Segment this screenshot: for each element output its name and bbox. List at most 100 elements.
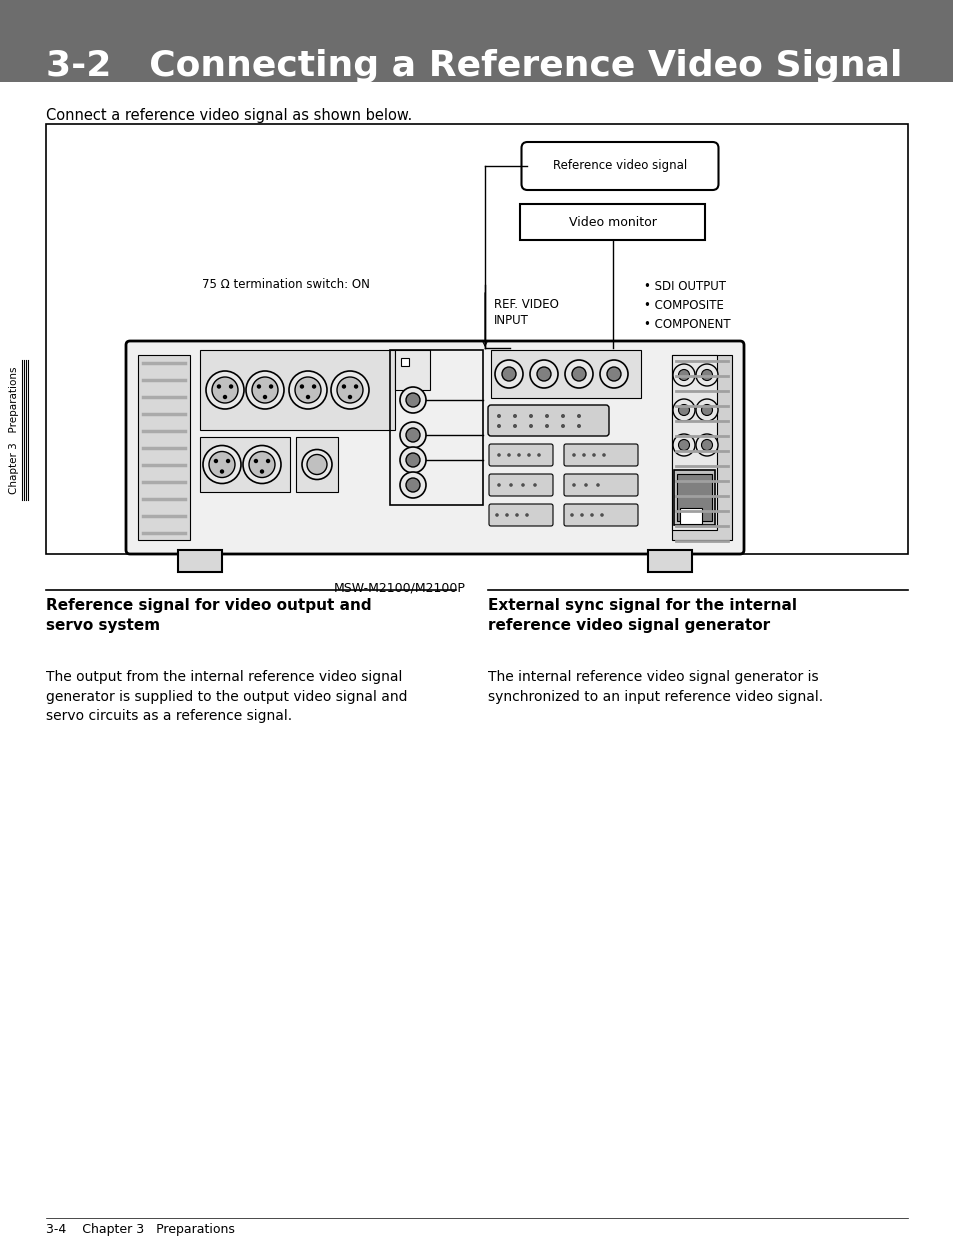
- Circle shape: [399, 422, 426, 448]
- Circle shape: [590, 514, 593, 516]
- FancyBboxPatch shape: [395, 350, 430, 391]
- Circle shape: [406, 478, 419, 491]
- Circle shape: [560, 414, 564, 418]
- Circle shape: [269, 384, 273, 388]
- Circle shape: [581, 453, 585, 457]
- Circle shape: [596, 483, 599, 486]
- Circle shape: [495, 514, 498, 516]
- Circle shape: [505, 514, 508, 516]
- FancyBboxPatch shape: [677, 474, 711, 521]
- Circle shape: [216, 384, 221, 388]
- Circle shape: [530, 360, 558, 388]
- Circle shape: [564, 360, 593, 388]
- Circle shape: [577, 414, 580, 418]
- FancyBboxPatch shape: [46, 124, 907, 554]
- Text: 75 Ω termination switch: ON: 75 Ω termination switch: ON: [202, 279, 370, 291]
- FancyBboxPatch shape: [295, 437, 337, 491]
- Circle shape: [572, 483, 576, 486]
- Circle shape: [354, 384, 358, 388]
- Circle shape: [529, 414, 533, 418]
- FancyBboxPatch shape: [671, 355, 717, 530]
- FancyBboxPatch shape: [178, 550, 222, 572]
- Circle shape: [266, 459, 270, 463]
- FancyBboxPatch shape: [489, 444, 553, 466]
- Text: 3-4    Chapter 3   Preparations: 3-4 Chapter 3 Preparations: [46, 1224, 234, 1237]
- Circle shape: [262, 394, 267, 399]
- Text: • SDI OUTPUT
• COMPOSITE
• COMPONENT: • SDI OUTPUT • COMPOSITE • COMPONENT: [643, 280, 730, 331]
- Circle shape: [579, 514, 583, 516]
- Circle shape: [672, 364, 695, 386]
- Circle shape: [336, 377, 363, 403]
- Circle shape: [501, 367, 516, 381]
- Circle shape: [223, 394, 227, 399]
- Circle shape: [259, 469, 264, 474]
- Circle shape: [307, 454, 327, 474]
- FancyBboxPatch shape: [200, 350, 395, 430]
- Circle shape: [678, 369, 689, 381]
- Circle shape: [497, 483, 500, 486]
- Circle shape: [572, 453, 576, 457]
- Circle shape: [544, 414, 548, 418]
- Text: REF. VIDEO
INPUT: REF. VIDEO INPUT: [494, 299, 558, 327]
- Circle shape: [537, 453, 540, 457]
- FancyBboxPatch shape: [520, 204, 705, 240]
- Circle shape: [203, 445, 241, 484]
- Circle shape: [700, 439, 712, 450]
- Circle shape: [592, 453, 596, 457]
- Circle shape: [299, 384, 304, 388]
- Circle shape: [672, 434, 695, 457]
- Circle shape: [678, 439, 689, 450]
- Circle shape: [527, 453, 530, 457]
- FancyBboxPatch shape: [126, 341, 743, 554]
- Circle shape: [229, 384, 233, 388]
- Text: Chapter 3   Preparations: Chapter 3 Preparations: [9, 366, 19, 494]
- FancyBboxPatch shape: [489, 504, 553, 526]
- Circle shape: [696, 434, 718, 457]
- Circle shape: [253, 459, 258, 463]
- FancyBboxPatch shape: [491, 350, 640, 398]
- FancyBboxPatch shape: [563, 504, 638, 526]
- Circle shape: [341, 384, 346, 388]
- Circle shape: [678, 404, 689, 415]
- FancyBboxPatch shape: [400, 358, 409, 366]
- Circle shape: [570, 514, 573, 516]
- Text: MSW-M2100/M2100P: MSW-M2100/M2100P: [334, 581, 465, 595]
- Circle shape: [294, 377, 320, 403]
- FancyBboxPatch shape: [647, 550, 691, 572]
- Circle shape: [256, 384, 261, 388]
- Text: External sync signal for the internal
reference video signal generator: External sync signal for the internal re…: [488, 598, 796, 633]
- Circle shape: [517, 453, 520, 457]
- Circle shape: [572, 367, 585, 381]
- Circle shape: [246, 371, 284, 409]
- Circle shape: [700, 369, 712, 381]
- Circle shape: [599, 514, 603, 516]
- Circle shape: [509, 483, 513, 486]
- Circle shape: [331, 371, 369, 409]
- Circle shape: [219, 469, 224, 474]
- Circle shape: [560, 424, 564, 428]
- Circle shape: [252, 377, 277, 403]
- Circle shape: [399, 387, 426, 413]
- Circle shape: [601, 453, 605, 457]
- Circle shape: [513, 414, 517, 418]
- Circle shape: [497, 453, 500, 457]
- Circle shape: [212, 377, 237, 403]
- Circle shape: [406, 428, 419, 442]
- Circle shape: [306, 394, 310, 399]
- Circle shape: [533, 483, 537, 486]
- Circle shape: [243, 445, 281, 484]
- Text: Video monitor: Video monitor: [569, 215, 657, 229]
- FancyBboxPatch shape: [521, 142, 718, 190]
- FancyBboxPatch shape: [489, 474, 553, 496]
- Circle shape: [696, 364, 718, 386]
- Circle shape: [226, 459, 230, 463]
- Circle shape: [497, 414, 500, 418]
- Circle shape: [520, 483, 524, 486]
- Text: Reference signal for video output and
servo system: Reference signal for video output and se…: [46, 598, 372, 633]
- Circle shape: [696, 399, 718, 420]
- Circle shape: [249, 452, 274, 478]
- Circle shape: [537, 367, 551, 381]
- Circle shape: [206, 371, 244, 409]
- Circle shape: [529, 424, 533, 428]
- FancyBboxPatch shape: [200, 437, 290, 491]
